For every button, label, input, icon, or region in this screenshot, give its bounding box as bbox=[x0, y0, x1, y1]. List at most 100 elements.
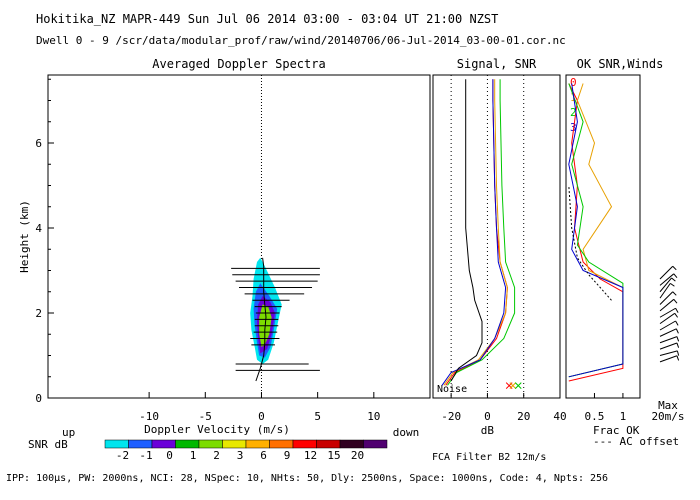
colorbar-tick: 15 bbox=[327, 449, 340, 462]
signal-series-line bbox=[441, 79, 507, 386]
wind-barb-flag bbox=[675, 308, 679, 313]
okwinds-frame bbox=[565, 74, 641, 399]
frac-ok-label: Frac OK bbox=[593, 424, 640, 437]
wind-barb-staff bbox=[659, 328, 677, 337]
doppler-frame bbox=[47, 74, 431, 399]
wind-barb bbox=[659, 312, 679, 325]
signal-series-line bbox=[450, 79, 483, 382]
wind-barb-staff bbox=[659, 291, 674, 305]
signal-xlabel: dB bbox=[481, 424, 495, 437]
noise-label: Noise bbox=[437, 384, 467, 395]
wind-barb bbox=[659, 336, 680, 344]
wind-barb-flag bbox=[672, 291, 677, 296]
colorbar-swatch bbox=[104, 439, 129, 449]
colorbar-swatch bbox=[245, 439, 270, 449]
ac-offset-line bbox=[568, 185, 612, 301]
wind-barb-flag bbox=[673, 273, 678, 278]
x-tick-label: 0 bbox=[258, 410, 265, 423]
signal-series-line bbox=[443, 79, 508, 386]
wind-barb-staff bbox=[659, 307, 676, 318]
colorbar-tick: 20 bbox=[351, 449, 364, 462]
wind-barb bbox=[659, 277, 676, 293]
wind-barb bbox=[659, 298, 678, 312]
colorbar-tick: -1 bbox=[139, 449, 152, 462]
colorbar-label: SNR dB bbox=[28, 438, 68, 451]
dwell-file-path: Dwell 0 - 9 /scr/data/modular_prof/raw/w… bbox=[36, 34, 566, 47]
wind-barb-staff bbox=[659, 320, 676, 331]
wind-barb-flag bbox=[671, 277, 676, 282]
max-label: Max bbox=[658, 399, 678, 412]
x-tick-label: -5 bbox=[199, 410, 212, 423]
x-tick-label: 10 bbox=[367, 410, 380, 423]
page-title: Hokitika_NZ MAPR-449 Sun Jul 06 2014 03:… bbox=[36, 12, 499, 26]
colorbar-swatch bbox=[339, 439, 364, 449]
colorbar-swatch bbox=[128, 439, 153, 449]
wind-barb-staff bbox=[659, 312, 676, 325]
wind-barb-flag bbox=[674, 313, 679, 318]
noise-marker-stroke bbox=[509, 382, 517, 389]
wind-barb-flag bbox=[676, 350, 680, 356]
x-tick-label: 5 bbox=[314, 410, 321, 423]
max-speed-label: 20m/s bbox=[651, 410, 684, 423]
wind-barb-flag bbox=[670, 282, 675, 287]
okwinds-x-tick-label: 0.5 bbox=[585, 410, 605, 423]
colorbar-tick: 9 bbox=[284, 449, 291, 462]
okwinds-x-tick-label: 1 bbox=[620, 410, 627, 423]
frac-ok-line bbox=[568, 83, 624, 378]
wind-barb bbox=[659, 282, 675, 299]
colorbar-tick: 1 bbox=[190, 449, 197, 462]
wind-barb-staff bbox=[659, 283, 671, 299]
wind-barb bbox=[659, 291, 677, 305]
wind-barb-flag bbox=[675, 328, 679, 334]
noise-marker-stroke bbox=[514, 382, 522, 389]
wind-barb-staff bbox=[659, 336, 678, 344]
signal-x-tick-label: 40 bbox=[553, 410, 566, 423]
wind-barb-staff bbox=[659, 273, 675, 286]
fca-filter-label: FCA Filter B2 12m/s bbox=[432, 452, 547, 463]
y-tick-label: 6 bbox=[35, 137, 42, 150]
wind-barb bbox=[659, 320, 679, 331]
frac-ok-line bbox=[568, 83, 624, 378]
signal-frame bbox=[432, 74, 561, 399]
wind-barb-staff bbox=[659, 355, 678, 363]
wind-barb-staff bbox=[659, 265, 674, 280]
wind-barb bbox=[659, 342, 680, 350]
legend-entry: 0 bbox=[570, 76, 577, 89]
wind-barb bbox=[659, 265, 677, 280]
colorbar-tick: 2 bbox=[213, 449, 220, 462]
wind-barb-staff bbox=[659, 277, 672, 293]
wind-barb bbox=[659, 350, 680, 356]
noise-marker bbox=[509, 382, 517, 389]
okwinds-title: OK SNR,Winds bbox=[577, 57, 664, 71]
y-tick-label: 2 bbox=[35, 307, 42, 320]
colorbar-swatch bbox=[363, 439, 388, 449]
mean-velocity-line bbox=[255, 257, 267, 382]
y-tick-label: 0 bbox=[35, 392, 42, 405]
footer-params: IPP: 100µs, PW: 2000ns, NCI: 28, NSpec: … bbox=[6, 473, 609, 484]
y-tick-label: 4 bbox=[35, 222, 42, 235]
wind-barb bbox=[659, 328, 679, 337]
wind-barb-staff bbox=[659, 350, 678, 356]
signal-x-tick-label: 0 bbox=[484, 410, 491, 423]
wind-barb-staff bbox=[659, 342, 678, 350]
colorbar-swatch bbox=[198, 439, 223, 449]
colorbar-tick: 6 bbox=[260, 449, 267, 462]
signal-x-tick-label: -20 bbox=[441, 410, 461, 423]
doppler-title: Averaged Doppler Spectra bbox=[152, 57, 325, 71]
wind-barb bbox=[659, 355, 680, 363]
x-tick-label: -10 bbox=[139, 410, 159, 423]
colorbar-swatch bbox=[269, 439, 294, 449]
colorbar-swatch bbox=[175, 439, 200, 449]
wind-barb-flag bbox=[675, 320, 679, 326]
colorbar-swatch bbox=[316, 439, 341, 449]
wind-barb-flag bbox=[673, 298, 678, 304]
noise-marker bbox=[514, 382, 522, 389]
wind-barb bbox=[659, 307, 679, 318]
wind-barb-flag bbox=[676, 342, 680, 348]
colorbar-tick: 3 bbox=[237, 449, 244, 462]
wind-barb-flag bbox=[676, 336, 680, 342]
doppler-ylabel: Height (km) bbox=[18, 200, 31, 273]
wind-barb bbox=[659, 273, 678, 286]
wind-barb-flag bbox=[672, 265, 677, 271]
